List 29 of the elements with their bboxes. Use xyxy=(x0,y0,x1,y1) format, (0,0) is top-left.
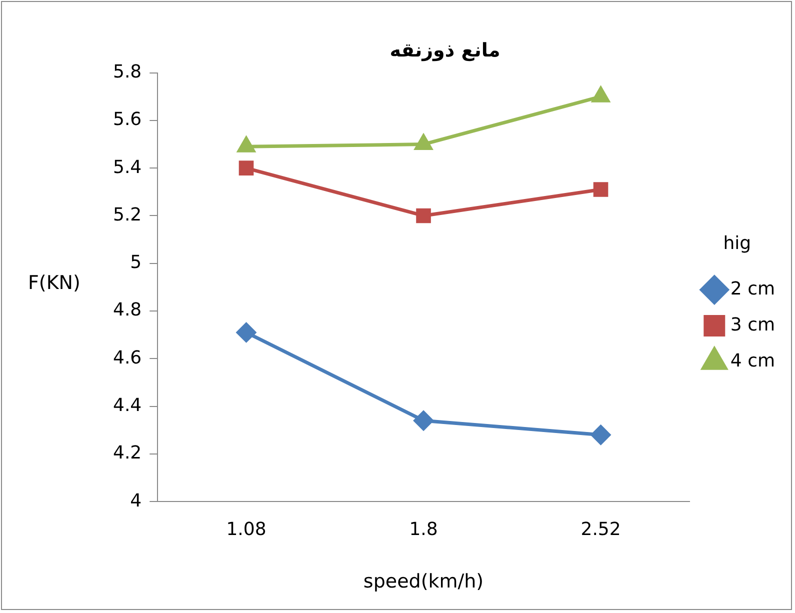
y-tick-label: 5.6 xyxy=(112,109,142,130)
point xyxy=(414,410,434,430)
point xyxy=(238,160,254,176)
legend-label: 2 cm xyxy=(730,278,776,300)
x-tick-label: 1.08 xyxy=(226,519,266,540)
legend-label: 3 cm xyxy=(730,314,776,336)
y-axis-title: F(KN) xyxy=(28,272,80,294)
y-tick-label: 4 xyxy=(130,490,142,512)
x-axis-title: speed(km/h) xyxy=(363,570,484,593)
y-tick-label: 5.4 xyxy=(112,156,142,178)
point xyxy=(236,322,256,342)
point xyxy=(414,134,432,150)
x-tick-label: 1.8 xyxy=(409,519,438,540)
y-tick-label: 4.8 xyxy=(112,300,142,321)
legend-label: 4 cm xyxy=(730,350,776,372)
point xyxy=(592,86,610,102)
y-tick-label: 5.8 xyxy=(112,61,142,82)
y-tick-label: 4.2 xyxy=(112,442,142,464)
y-tick-label: 5.2 xyxy=(112,204,142,226)
point xyxy=(591,425,611,445)
point xyxy=(593,182,608,197)
legend-title: hig xyxy=(723,232,752,254)
point xyxy=(238,136,255,152)
y-tick-label: 4.6 xyxy=(112,347,142,368)
y-tick-label: 5 xyxy=(130,252,142,274)
x-tick-label: 2.52 xyxy=(580,519,621,540)
y-tick-label: 4.4 xyxy=(112,394,142,416)
chart-title: مانع ذوزنقه xyxy=(390,39,500,62)
point xyxy=(416,208,431,224)
